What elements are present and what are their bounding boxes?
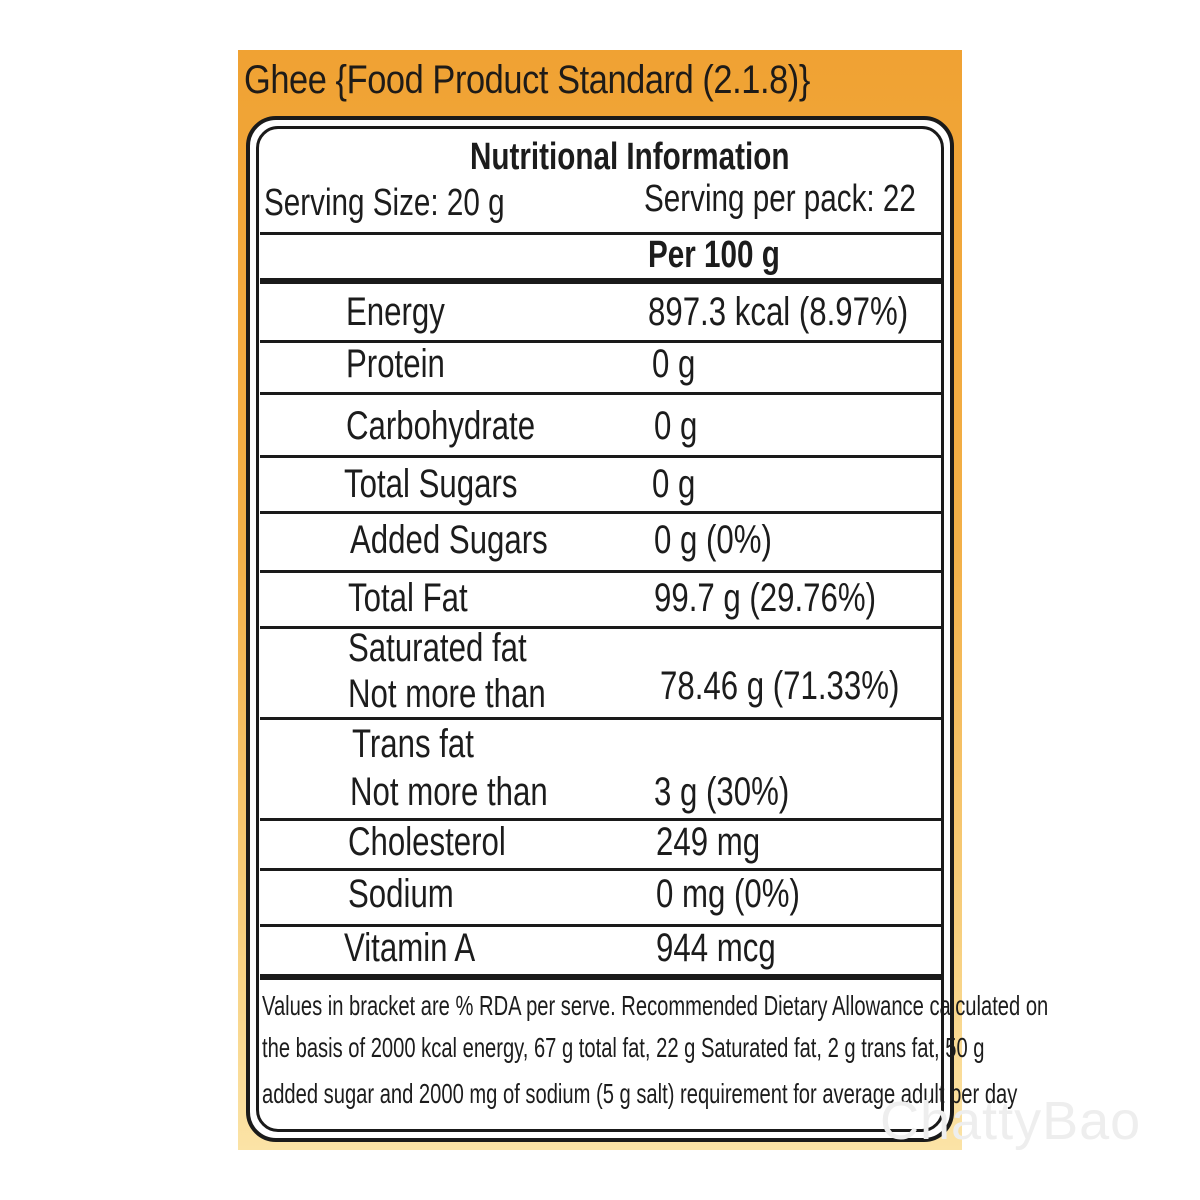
row-label-saturated-fat-qualifier: Not more than	[348, 672, 546, 716]
row-label-protein: Protein	[346, 342, 445, 386]
row-value-total-fat: 99.7 g (29.76%)	[654, 576, 877, 620]
row-value-cholesterol: 249 mg	[656, 820, 761, 864]
divider	[260, 924, 942, 927]
row-label-energy: Energy	[346, 290, 445, 334]
row-value-carbohydrate: 0 g	[654, 404, 698, 448]
row-label-sodium: Sodium	[348, 872, 454, 916]
row-label-trans-fat: Trans fat	[352, 722, 474, 766]
divider	[260, 340, 942, 343]
row-label-carbohydrate: Carbohydrate	[346, 404, 536, 448]
serving-size: Serving Size: 20 g	[264, 182, 505, 224]
footnote-line-2: the basis of 2000 kcal energy, 67 g tota…	[262, 1032, 985, 1063]
servings-per-pack: Serving per pack: 22	[644, 178, 916, 220]
footnote-line-1: Values in bracket are % RDA per serve. R…	[262, 990, 1049, 1021]
row-label-vitamin-a: Vitamin A	[344, 926, 476, 970]
row-label-trans-fat-qualifier: Not more than	[350, 770, 548, 814]
divider	[260, 818, 942, 821]
row-label-total-fat: Total Fat	[348, 576, 468, 620]
divider	[260, 392, 942, 395]
column-header-per-100g: Per 100 g	[648, 234, 780, 276]
divider	[260, 868, 942, 871]
row-value-trans-fat: 3 g (30%)	[654, 770, 790, 814]
divider	[260, 232, 942, 235]
divider	[260, 570, 942, 573]
divider-thick	[260, 974, 942, 980]
nutrition-heading: Nutritional Information	[470, 136, 790, 178]
nutrition-label-outer-border	[246, 116, 954, 1142]
divider	[260, 626, 942, 629]
divider	[260, 717, 942, 720]
product-title: Ghee {Food Product Standard (2.1.8)}	[244, 58, 810, 102]
row-value-added-sugars: 0 g (0%)	[654, 518, 772, 562]
row-value-saturated-fat: 78.46 g (71.33%)	[660, 664, 900, 708]
footnote-line-3: added sugar and 2000 mg of sodium (5 g s…	[262, 1078, 1018, 1109]
row-label-added-sugars: Added Sugars	[350, 518, 548, 562]
row-value-total-sugars: 0 g	[652, 462, 696, 506]
divider	[260, 455, 942, 458]
divider-thick	[260, 278, 942, 284]
nutrition-label-inner-border	[256, 126, 944, 1132]
row-value-energy: 897.3 kcal (8.97%)	[648, 290, 909, 334]
row-label-saturated-fat: Saturated fat	[348, 626, 527, 670]
divider	[260, 511, 942, 514]
row-value-vitamin-a: 944 mcg	[656, 926, 776, 970]
row-label-cholesterol: Cholesterol	[348, 820, 506, 864]
watermark-text: ChattyBao	[880, 1091, 1142, 1151]
row-value-protein: 0 g	[652, 342, 696, 386]
row-label-total-sugars: Total Sugars	[344, 462, 518, 506]
row-value-sodium: 0 mg (0%)	[656, 872, 800, 916]
